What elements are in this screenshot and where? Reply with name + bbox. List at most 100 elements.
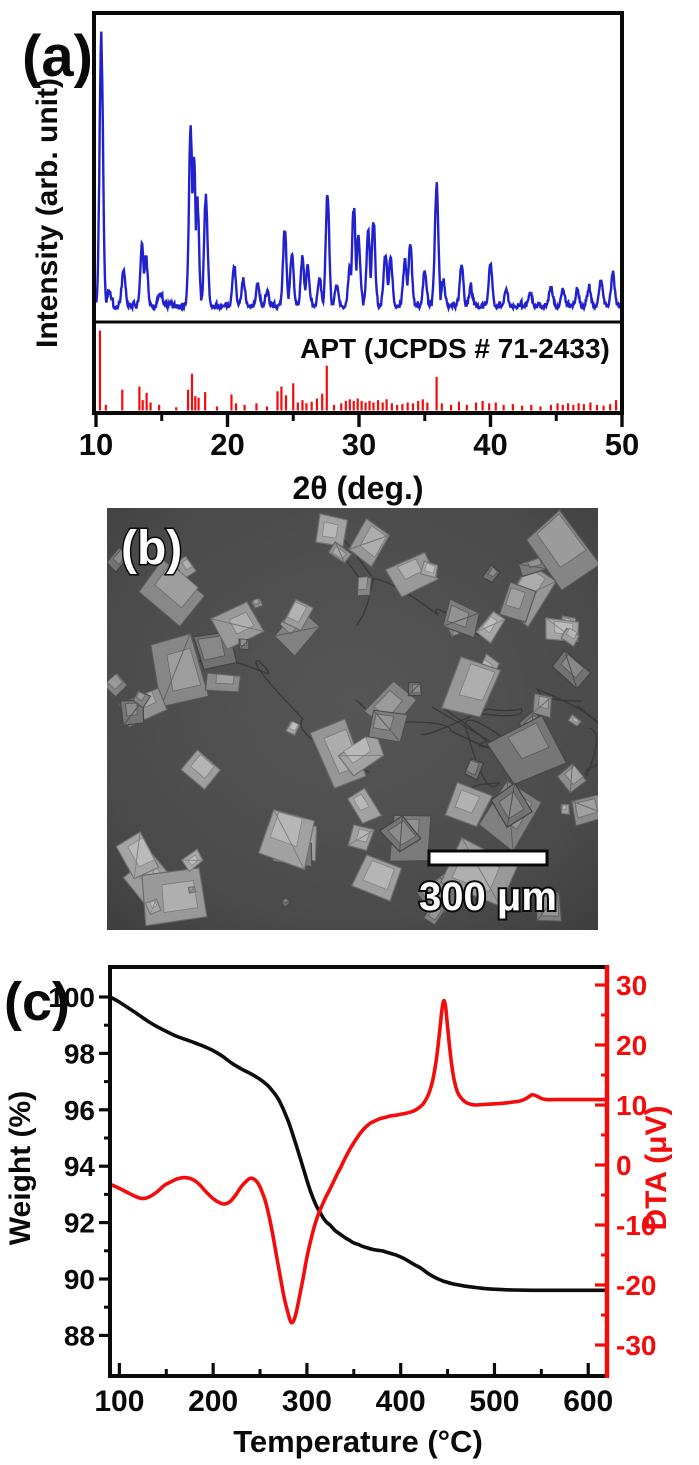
crystal-edge (274, 626, 320, 637)
crystal-edge (532, 696, 552, 714)
weight-tick-label: 94 (64, 1151, 96, 1182)
sem-crystal (556, 762, 588, 794)
crystal-edge (160, 633, 191, 708)
x-tick-label: 600 (563, 1385, 613, 1418)
dta-tick-label: 0 (616, 1150, 632, 1181)
crystal-edge (347, 829, 375, 846)
sem-crystal (350, 854, 403, 902)
dta-curve (108, 998, 609, 1325)
crystal-facet (424, 562, 436, 574)
crystal-facet (357, 576, 369, 590)
crystal-facet (427, 905, 443, 921)
reference-stick-pattern (98, 330, 618, 411)
weight-tick-label: 100 (48, 982, 95, 1013)
x-tick-label: 500 (469, 1385, 519, 1418)
sem-crystal (475, 610, 506, 644)
crystal-edge (564, 650, 578, 689)
crystal-facet (505, 587, 526, 610)
crystal-facet (352, 793, 370, 811)
crystal-facet (228, 611, 255, 635)
sem-crystal (132, 689, 152, 709)
x-tick-label: 10 (79, 427, 113, 462)
dta-tick-label: -20 (616, 1270, 656, 1301)
weight-axis-label: Weight (%) (4, 1091, 37, 1245)
sem-crystals (107, 509, 598, 927)
x-tick-label: 40 (473, 427, 507, 462)
xrd-xlabel: 2θ (deg.) (292, 470, 423, 506)
crystal-facet (560, 654, 585, 679)
sem-crystal (315, 513, 349, 547)
tg-dta-panel: 100 200 300 400 500 600889092949698100-30-20-… (4, 965, 673, 1459)
crystal-edge (149, 898, 157, 915)
sem-crystal (180, 749, 222, 791)
sem-panel: (b) 300 μm (107, 508, 598, 930)
crystal-facet (215, 673, 235, 685)
sem-crystal (141, 867, 208, 927)
crystal-facet (154, 562, 199, 609)
sem-crystal (180, 848, 204, 873)
crystal-edge (569, 763, 573, 793)
sem-crystal (486, 714, 568, 786)
crystal-facet (166, 647, 202, 692)
xrd-ylabel: Intensity (arb. unit) (31, 78, 64, 348)
crystal-edge (518, 563, 548, 570)
sem-crystal (444, 781, 494, 828)
sem-crystal (348, 517, 391, 568)
sem-crystal (378, 815, 422, 853)
crystal-edge (210, 618, 265, 632)
x-tick-label: 20 (210, 427, 244, 462)
sem-crystal (570, 794, 598, 827)
crystal-facet (269, 811, 303, 848)
tg-curve (108, 995, 609, 1293)
sem-crystal (356, 576, 373, 597)
xrd-panel: 10 20 30 40 50 (a) Intensity (arb. unit) 2θ … (22, 11, 639, 506)
crystal-facet (387, 820, 417, 846)
sem-crystal (525, 509, 598, 592)
panel-c-label: (c) (4, 972, 70, 1032)
crystal-edge (334, 541, 345, 564)
crystal-facet (562, 804, 567, 811)
crystal-facet (447, 604, 470, 628)
crystal-facet (571, 716, 580, 724)
sem-crystal (204, 672, 242, 693)
weight-tick-label: 98 (64, 1038, 95, 1069)
x-tick-label: 100 (94, 1385, 144, 1418)
jcpds-annotation: APT (JCPDS # 71-2433) (300, 333, 610, 364)
sem-crystal (463, 757, 485, 781)
dta-tick-label: 10 (616, 1090, 647, 1121)
dta-tick-label: 30 (616, 970, 647, 1001)
crystal-facet (281, 897, 290, 905)
xrd-curve (95, 31, 624, 313)
sem-crystal (285, 721, 301, 736)
crystal-facet (481, 615, 498, 634)
sem-crystal (535, 891, 563, 923)
crystal-facet (161, 880, 199, 913)
dta-tick-label: 20 (616, 1030, 647, 1061)
sem-crystal (551, 649, 592, 690)
sem-crystal (498, 581, 537, 623)
x-tick-label: 400 (376, 1385, 426, 1418)
dta-tick-label: -30 (616, 1330, 656, 1361)
weight-tick-label: 90 (64, 1264, 95, 1295)
plot-frame (108, 965, 607, 1378)
crystal-edge (239, 639, 250, 650)
sem-crystal (115, 831, 160, 880)
panel-b-label: (b) (121, 522, 182, 575)
sem-crystal (490, 782, 533, 829)
crystal-facet (507, 722, 550, 760)
sem-crystal (238, 638, 250, 651)
crystal-facet (181, 558, 193, 571)
sem-crystal (567, 713, 582, 727)
weight-tick-label: 92 (64, 1208, 95, 1239)
weight-tick-label: 88 (64, 1320, 95, 1351)
sem-crystal (282, 598, 315, 632)
crystal-edge (571, 800, 598, 812)
crystal-facet (565, 627, 578, 640)
sem-crystal (107, 671, 129, 698)
crystal-facet (127, 837, 155, 868)
crystal-facet (252, 598, 261, 606)
crystal-facet (321, 521, 339, 539)
temperature-axis-label: Temperature (°C) (233, 1424, 483, 1459)
sem-crystal (419, 560, 439, 579)
